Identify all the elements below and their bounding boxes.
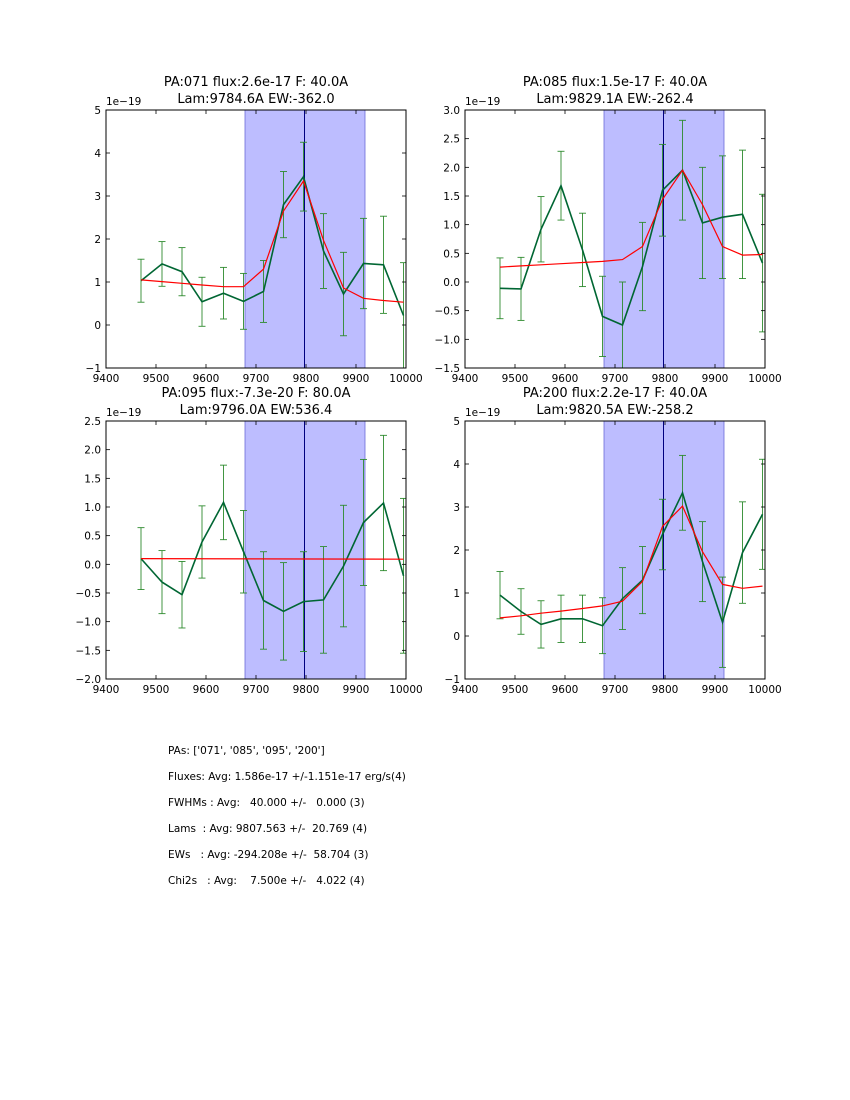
x-tick-label: 9500	[143, 373, 170, 385]
y-tick-label: −1.0	[435, 334, 461, 346]
y-tick-label: 3	[94, 191, 101, 203]
chart-title-line1: PA:095 flux:-7.3e-20 F: 80.0A	[161, 386, 350, 401]
y-tick-label: 0.0	[84, 559, 101, 571]
summary-fluxes: Fluxes: Avg: 1.586e-17 +/-1.151e-17 erg/…	[168, 771, 406, 783]
x-tick-label: 9900	[343, 684, 370, 696]
plot-area	[137, 141, 406, 368]
x-tick-label: 10000	[389, 684, 422, 696]
y-tick-label: −0.5	[76, 588, 102, 600]
y-offset-label: 1e−19	[106, 407, 141, 419]
y-tick-label: 1	[453, 588, 460, 600]
summary-ews: EWs : Avg: -294.208e +/- 58.704 (3)	[168, 849, 369, 861]
x-tick-label: 9600	[193, 373, 220, 385]
y-tick-label: 1.5	[443, 191, 460, 203]
y-tick-label: 0	[453, 631, 460, 643]
x-tick-label: 10000	[748, 684, 781, 696]
x-tick-label: 9600	[552, 684, 579, 696]
summary-fwhms: FWHMs : Avg: 40.000 +/- 0.000 (3)	[168, 797, 365, 809]
x-tick-label: 9700	[602, 373, 629, 385]
y-tick-label: −1	[445, 674, 460, 686]
series-model-line	[140, 557, 404, 560]
x-tick-label: 9700	[243, 684, 270, 696]
chart-title-line2: Lam:9784.6A EW:-362.0	[177, 92, 334, 107]
y-tick-label: −1	[86, 363, 101, 375]
series-model-line	[499, 169, 763, 268]
plot-area	[496, 119, 765, 368]
y-tick-label: 0.0	[443, 277, 460, 289]
chart-2: 9400 9500 9600 9700 9800 9900 10000 −1.5 −1.0 −0.…	[435, 75, 782, 385]
chart-title-line1: PA:085 flux:1.5e-17 F: 40.0A	[523, 75, 707, 90]
y-tick-label: −1.5	[435, 363, 461, 375]
y-offset-label: 1e−19	[465, 407, 500, 419]
y-tick-label: 4	[94, 148, 101, 160]
x-tick-label: 9400	[452, 684, 479, 696]
y-tick-label: 4	[453, 459, 460, 471]
y-tick-label: 0.5	[443, 248, 460, 260]
series-model-line	[499, 505, 763, 619]
series-data-line	[140, 500, 405, 613]
y-tick-label: −1.5	[76, 645, 102, 657]
y-tick-label: 1	[94, 277, 101, 289]
y-tick-label: 5	[94, 105, 101, 117]
chart-1: 9400 9500 9600 9700 9800 9900 10000 −1 0 1 2 3 4 5 1e−…	[86, 75, 423, 385]
x-tick-label: 9800	[652, 684, 679, 696]
series-data-line	[499, 490, 764, 627]
y-tick-label: 3.0	[443, 105, 460, 117]
chart-title-line1: PA:200 flux:2.2e-17 F: 40.0A	[523, 386, 707, 401]
x-tick-label: 9700	[602, 684, 629, 696]
y-tick-label: 1.5	[84, 473, 101, 485]
chart-3: 9400 9500 9600 9700 9800 9900 10000 −2.0 −1.5 −1.…	[76, 386, 423, 696]
chart-4: 9400 9500 9600 9700 9800 9900 10000 −1 0 1 2 3 4 5 1e−…	[445, 386, 782, 696]
x-tick-label: 9900	[702, 684, 729, 696]
x-tick-label: 9400	[93, 373, 120, 385]
series-data-line	[140, 174, 405, 316]
y-tick-label: 2.5	[443, 134, 460, 146]
chart-title-line2: Lam:9796.0A EW:536.4	[180, 403, 333, 418]
y-tick-label: 0	[94, 320, 101, 332]
chart-title-line2: Lam:9820.5A EW:-258.2	[536, 403, 693, 418]
series-model-line	[140, 179, 404, 303]
x-tick-label: 9400	[452, 373, 479, 385]
x-tick-label: 9500	[502, 373, 529, 385]
summary-chi2s: Chi2s : Avg: 7.500e +/- 4.022 (4)	[168, 875, 365, 887]
y-tick-label: 3	[453, 502, 460, 514]
y-offset-label: 1e−19	[465, 96, 500, 108]
y-tick-label: 0.5	[84, 531, 101, 543]
y-tick-label: 2	[453, 545, 460, 557]
y-offset-label: 1e−19	[106, 96, 141, 108]
plot-area	[496, 454, 765, 668]
x-tick-label: 9900	[343, 373, 370, 385]
plot-area	[137, 434, 406, 661]
x-tick-label: 9800	[293, 684, 320, 696]
x-tick-label: 9800	[293, 373, 320, 385]
chart-title-line2: Lam:9829.1A EW:-262.4	[536, 92, 693, 107]
y-tick-label: −1.0	[76, 617, 102, 629]
x-tick-label: 9600	[193, 684, 220, 696]
x-tick-label: 9500	[143, 684, 170, 696]
x-tick-label: 10000	[748, 373, 781, 385]
y-tick-label: 5	[453, 416, 460, 428]
summary-lams: Lams : Avg: 9807.563 +/- 20.769 (4)	[168, 823, 368, 835]
x-tick-label: 9600	[552, 373, 579, 385]
x-tick-label: 9400	[93, 684, 120, 696]
y-tick-label: 2.0	[443, 162, 460, 174]
summary-pas: PAs: ['071', '085', '095', '200']	[168, 745, 325, 757]
y-tick-label: −0.5	[435, 306, 461, 318]
series-data-line	[499, 168, 764, 327]
x-tick-label: 9500	[502, 684, 529, 696]
y-tick-label: −2.0	[76, 674, 102, 686]
x-tick-label: 10000	[389, 373, 422, 385]
y-tick-label: 2.5	[84, 416, 101, 428]
y-tick-label: 1.0	[84, 502, 101, 514]
x-tick-label: 9700	[243, 373, 270, 385]
y-tick-label: 2.0	[84, 445, 101, 457]
chart-title-line1: PA:071 flux:2.6e-17 F: 40.0A	[164, 75, 348, 90]
y-tick-label: 2	[94, 234, 101, 246]
x-tick-label: 9900	[702, 373, 729, 385]
x-tick-label: 9800	[652, 373, 679, 385]
y-tick-label: 1.0	[443, 220, 460, 232]
